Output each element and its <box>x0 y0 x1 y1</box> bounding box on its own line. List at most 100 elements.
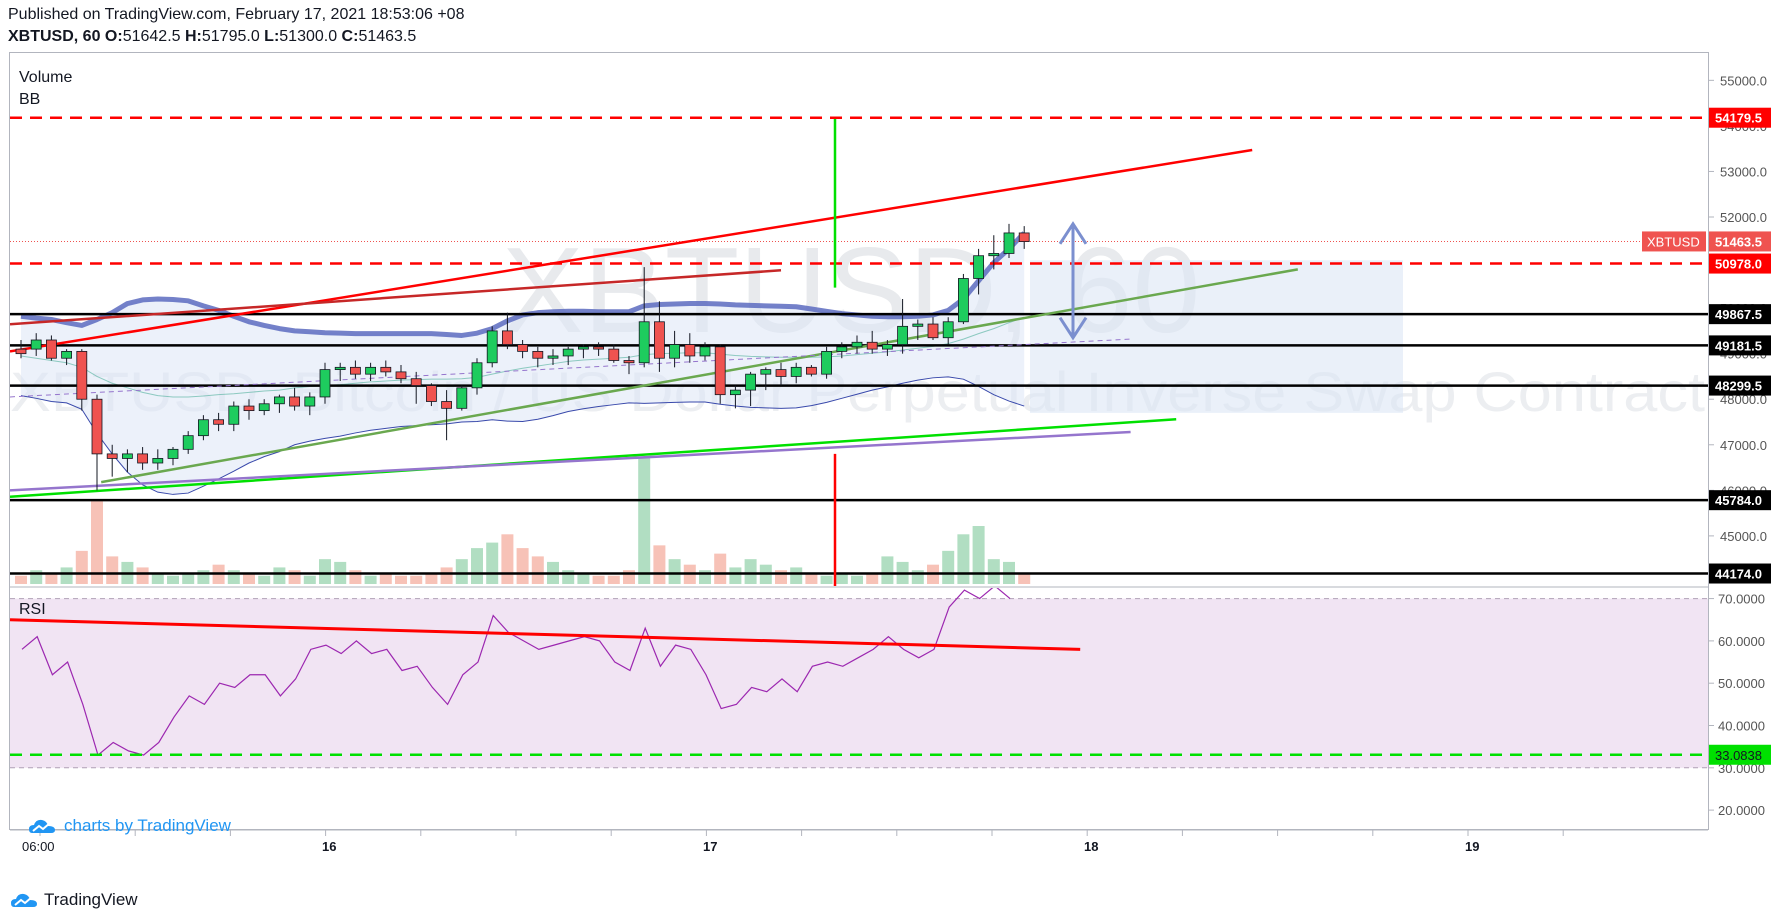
candle-body <box>319 369 331 398</box>
rsi-line <box>21 588 1011 757</box>
candle-body <box>730 389 741 396</box>
volume-bar <box>516 548 529 584</box>
price-badge-label: 44174.0 <box>1715 567 1762 582</box>
volume-bar <box>273 567 286 584</box>
price-tick-label: 52000.0 <box>1720 210 1767 225</box>
volume-bar <box>866 572 879 584</box>
candle-body <box>973 255 984 279</box>
price-badge <box>1709 231 1771 252</box>
volume-bar <box>136 567 149 584</box>
candle-body <box>654 321 665 359</box>
volume-bar <box>668 559 681 584</box>
candle-body <box>197 419 209 437</box>
volume-bar <box>182 572 195 584</box>
volume-bar <box>30 570 43 584</box>
candle-body <box>46 339 57 359</box>
volume-bar <box>75 550 88 584</box>
volume-bar <box>972 526 985 584</box>
volume-bar <box>729 567 742 584</box>
candle-body <box>547 355 559 359</box>
tradingview-cloud-icon <box>11 893 37 907</box>
candle-body <box>365 366 377 375</box>
candle-body <box>745 373 756 391</box>
price-badge-label: 54179.5 <box>1715 111 1762 126</box>
symbol-ohlc-line: XBTUSD, 60 O:51642.5 H:51795.0 L:51300.0… <box>8 28 416 46</box>
rsi-pane[interactable] <box>10 586 1708 769</box>
volume-bar <box>562 570 575 584</box>
ohlc-value: 51795.0 <box>201 28 260 45</box>
candle-body <box>258 403 270 412</box>
trend-line <box>100 268 1299 484</box>
volume-bar <box>775 570 787 584</box>
candle-body <box>349 366 361 375</box>
volume-bar <box>1018 572 1031 584</box>
rsi-band <box>10 598 1708 768</box>
time-tick-label: 06:00 <box>22 839 55 854</box>
volume-bar <box>790 567 803 584</box>
candle-body <box>593 346 604 350</box>
ohlc-value: 51642.5 <box>122 28 181 45</box>
price-badge-label: 49867.5 <box>1715 307 1762 322</box>
candle-body <box>334 366 346 371</box>
rsi-tick-label: 60.0000 <box>1718 634 1765 649</box>
volume-bar <box>638 457 651 584</box>
volume-bar <box>349 570 362 584</box>
price-badge-label: 45784.0 <box>1715 493 1762 508</box>
volume-bar <box>425 572 438 584</box>
price-tick-label: 47000.0 <box>1720 438 1767 453</box>
volume-bar <box>151 572 164 584</box>
price-badge-label: 50978.0 <box>1715 257 1762 272</box>
bb-lower <box>20 376 1025 495</box>
candle-body <box>228 405 240 425</box>
candle-body <box>578 346 589 350</box>
volume-bar <box>197 570 210 584</box>
volume-bar <box>319 559 331 584</box>
arrow-head <box>1058 316 1088 341</box>
candle-body <box>669 344 680 359</box>
rsi-trend-line <box>10 618 1081 651</box>
logo-text: TradingView <box>44 890 138 909</box>
candle-body <box>213 419 225 425</box>
volume-bar <box>531 556 544 584</box>
tradingview-logo[interactable]: TradingView <box>10 890 138 910</box>
trend-line <box>10 148 1253 353</box>
candle-body <box>61 350 72 359</box>
volume-bar <box>471 548 483 584</box>
volume-bar <box>167 575 179 584</box>
candle-body <box>562 348 574 357</box>
candle-body <box>806 366 817 375</box>
candle-body <box>76 350 88 400</box>
rsi-tick-label: 40.0000 <box>1718 719 1765 734</box>
candle-body <box>106 453 118 459</box>
volume-bar <box>227 570 240 584</box>
time-tick-label: 16 <box>322 839 336 854</box>
time-tick-label: 18 <box>1084 839 1098 854</box>
candle-body <box>456 387 468 409</box>
symbol-badge <box>1642 231 1706 252</box>
published-line: Published on TradingView.com, February 1… <box>8 6 465 23</box>
candle-body <box>122 453 133 459</box>
price-badge <box>1709 253 1771 274</box>
price-tick-label: 53000.0 <box>1720 164 1767 179</box>
candle-body <box>1003 232 1015 254</box>
candle-body <box>927 323 939 339</box>
price-badge-label: 48299.5 <box>1715 379 1762 394</box>
volume-bar <box>364 575 377 584</box>
rsi-tick-label: 20.0000 <box>1718 803 1765 818</box>
price-pane[interactable] <box>10 116 1708 586</box>
rsi-label: RSI <box>19 601 46 618</box>
price-badge <box>1709 335 1771 356</box>
volume-bar <box>942 550 955 584</box>
bb-basis <box>20 316 1025 398</box>
candle-body <box>897 325 908 345</box>
candle-body <box>790 366 802 377</box>
price-tick-label: 55000.0 <box>1720 73 1767 88</box>
charts-by-tradingview[interactable]: charts by TradingView <box>28 816 231 836</box>
volume-bar <box>91 501 103 584</box>
candle-body <box>608 348 620 361</box>
time-tick-label: 19 <box>1465 839 1479 854</box>
volume-bar <box>60 567 73 584</box>
candle-body <box>882 344 893 350</box>
candle-body <box>988 253 1000 257</box>
